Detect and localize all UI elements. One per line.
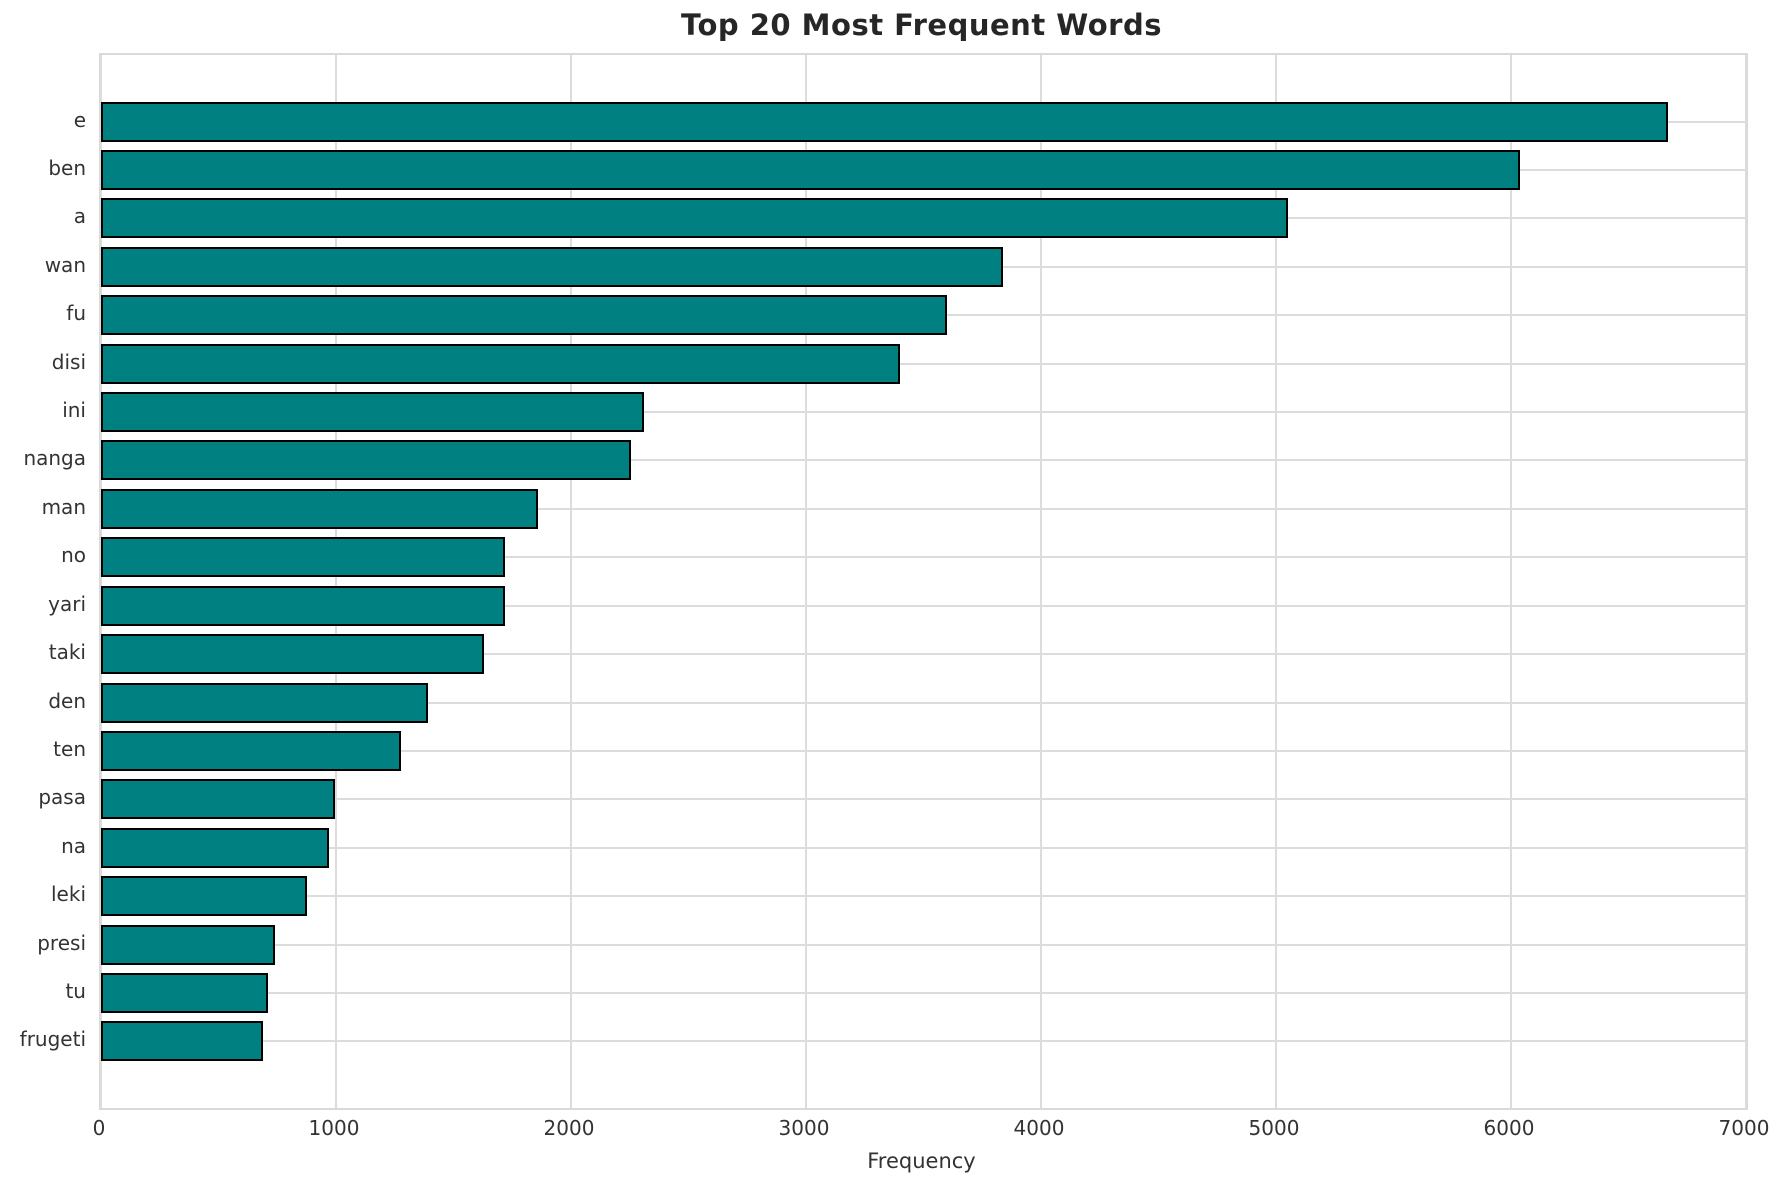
gridline-x-5000: [1275, 55, 1277, 1108]
y-tick-label-man: man: [41, 494, 86, 519]
gridline-y-ini: [101, 411, 1746, 414]
bar-disi: [101, 343, 900, 384]
y-tick-label-ten: ten: [53, 736, 86, 761]
y-tick-label-e: e: [73, 107, 86, 132]
y-tick-label-tu: tu: [65, 979, 86, 1004]
y-tick-label-pasa: pasa: [38, 785, 86, 810]
bar-no: [101, 537, 506, 578]
bar-a: [101, 198, 1288, 239]
bar-tu: [101, 973, 268, 1014]
x-tick-label-1000: 1000: [308, 1116, 360, 1140]
bar-ben: [101, 149, 1521, 190]
bar-fu: [101, 295, 947, 336]
x-axis-label: Frequency: [867, 1149, 976, 1173]
y-tick-label-disi: disi: [51, 349, 86, 374]
gridline-y-den: [101, 701, 1746, 704]
bar-presi: [101, 924, 275, 965]
gridline-y-tu: [101, 992, 1746, 995]
bar-yari: [101, 585, 506, 626]
y-tick-label-presi: presi: [37, 930, 86, 955]
y-tick-label-a: a: [73, 204, 86, 229]
y-tick-label-taki: taki: [48, 640, 86, 665]
gridline-y-man: [101, 507, 1746, 510]
y-tick-label-den: den: [48, 688, 86, 713]
gridline-y-pasa: [101, 798, 1746, 801]
y-tick-label-yari: yari: [48, 591, 86, 616]
bar-na: [101, 827, 329, 868]
y-tick-label-wan: wan: [44, 252, 86, 277]
gridline-y-yari: [101, 604, 1746, 607]
bar-ini: [101, 392, 644, 433]
plot-area: [99, 53, 1748, 1110]
bar-frugeti: [101, 1021, 264, 1062]
bar-leki: [101, 876, 307, 917]
gridline-y-ten: [101, 749, 1746, 752]
gridline-y-frugeti: [101, 1040, 1746, 1043]
y-tick-label-ini: ini: [62, 398, 86, 423]
x-tick-label-4000: 4000: [1013, 1116, 1065, 1140]
gridline-y-taki: [101, 653, 1746, 656]
x-tick-label-6000: 6000: [1483, 1116, 1535, 1140]
bar-pasa: [101, 779, 335, 820]
bar-man: [101, 488, 539, 529]
gridline-x-6000: [1510, 55, 1512, 1108]
y-tick-label-no: no: [61, 543, 86, 568]
gridline-y-na: [101, 846, 1746, 849]
x-tick-label-3000: 3000: [778, 1116, 830, 1140]
gridline-y-presi: [101, 943, 1746, 946]
chart-title: Top 20 Most Frequent Words: [681, 8, 1162, 42]
gridline-y-no: [101, 556, 1746, 559]
y-tick-label-ben: ben: [48, 155, 86, 180]
y-tick-label-fu: fu: [66, 301, 86, 326]
bar-den: [101, 682, 428, 723]
y-tick-label-frugeti: frugeti: [19, 1027, 86, 1052]
gridline-x-7000: [1745, 55, 1747, 1108]
gridline-x-1000: [335, 55, 337, 1108]
bar-e: [101, 101, 1669, 142]
gridline-x-4000: [1040, 55, 1042, 1108]
x-tick-label-2000: 2000: [543, 1116, 595, 1140]
gridline-x-3000: [805, 55, 807, 1108]
y-tick-label-nanga: nanga: [23, 446, 86, 471]
x-tick-label-7000: 7000: [1718, 1116, 1770, 1140]
bar-taki: [101, 634, 485, 675]
bar-wan: [101, 246, 1004, 287]
y-tick-label-leki: leki: [51, 882, 86, 907]
x-tick-label-5000: 5000: [1248, 1116, 1300, 1140]
gridline-x-0: [100, 55, 102, 1108]
gridline-y-disi: [101, 362, 1746, 365]
gridline-y-nanga: [101, 459, 1746, 462]
bar-ten: [101, 730, 401, 771]
y-tick-label-na: na: [61, 833, 86, 858]
x-tick-label-0: 0: [92, 1116, 106, 1140]
bar-nanga: [101, 440, 631, 481]
gridline-y-leki: [101, 895, 1746, 898]
gridline-x-2000: [570, 55, 572, 1108]
